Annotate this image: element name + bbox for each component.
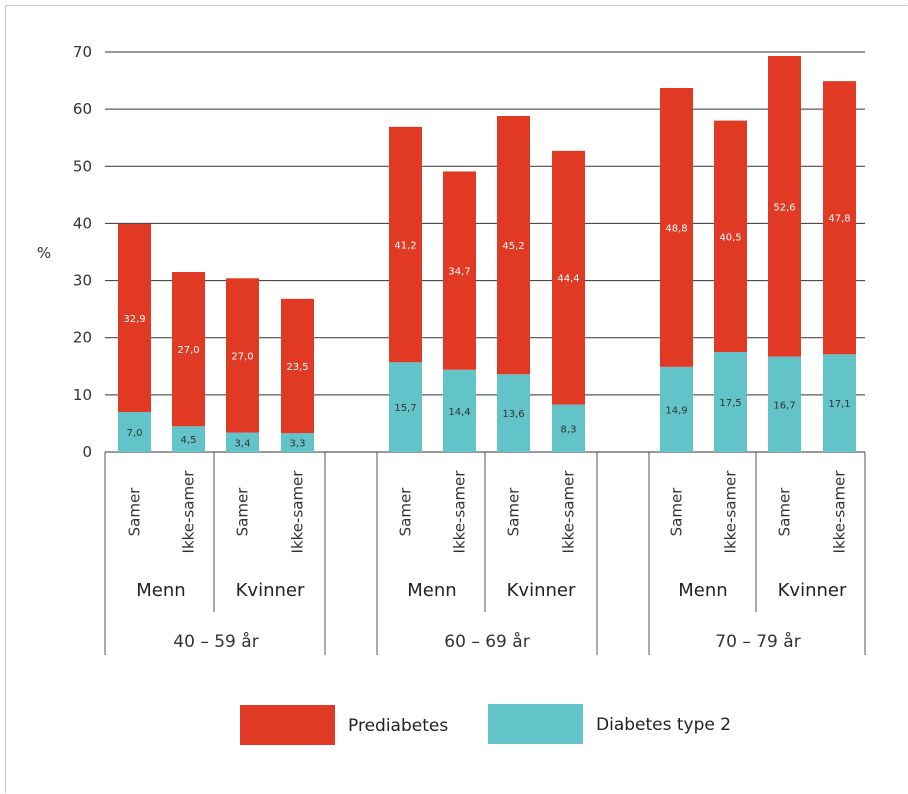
legend-swatch-diabetes — [488, 704, 583, 744]
data-label-diabetes: 15,7 — [394, 403, 416, 414]
category-label: Ikke-samer — [722, 470, 740, 554]
category-label: Samer — [126, 487, 144, 537]
data-label-prediabetes: 45,2 — [502, 241, 524, 252]
bars: 7,0 32,9 4,5 27,0 3,4 27,0 3,3 23,5 15,7 41,2 14,4… — [118, 56, 856, 452]
category-label: Samer — [776, 487, 794, 537]
data-label-prediabetes: 47,8 — [828, 214, 850, 225]
data-label-diabetes: 8,3 — [561, 424, 577, 435]
category-label: Samer — [668, 487, 686, 537]
legend-swatch-prediabetes — [240, 705, 335, 745]
data-label-diabetes: 17,1 — [828, 399, 850, 410]
group-labels: Menn Kvinner 40 – 59 år Menn Kvinner 60 – 69 … — [105, 452, 865, 655]
y-tick-label: 40 — [73, 214, 92, 232]
category-label: Samer — [234, 487, 252, 537]
category-labels: Samer Ikke-samer Samer Ikke-samer Samer Ikke-… — [126, 470, 849, 554]
data-label-prediabetes: 52,6 — [773, 202, 795, 213]
sex-label: Kvinner — [778, 580, 847, 601]
data-label-diabetes: 16,7 — [773, 400, 795, 411]
sex-label: Kvinner — [507, 580, 576, 601]
y-axis-label: % — [37, 244, 51, 262]
data-label-prediabetes: 41,2 — [394, 241, 416, 252]
y-tick-label: 70 — [73, 43, 92, 61]
category-label: Samer — [397, 487, 415, 537]
y-tick-label: 10 — [73, 386, 92, 404]
category-label: Ikke-samer — [560, 470, 578, 554]
sex-label: Kvinner — [236, 580, 305, 601]
data-label-prediabetes: 23,5 — [286, 362, 308, 373]
category-label: Ikke-samer — [831, 470, 849, 554]
category-label: Samer — [505, 487, 523, 537]
age-group-label: 40 – 59 år — [173, 631, 258, 652]
data-label-prediabetes: 34,7 — [448, 267, 470, 278]
data-label-prediabetes: 44,4 — [557, 274, 579, 285]
data-label-diabetes: 14,4 — [448, 407, 470, 418]
category-label: Ikke-samer — [180, 470, 198, 554]
y-tick-label: 60 — [73, 100, 92, 118]
data-label-prediabetes: 48,8 — [665, 223, 687, 234]
y-tick-label: 50 — [73, 157, 92, 175]
data-label-diabetes: 3,4 — [235, 438, 251, 449]
age-group-label: 70 – 79 år — [715, 631, 800, 652]
y-tick-label: 20 — [73, 329, 92, 347]
y-axis-ticks: 0 10 20 30 40 50 60 70 — [73, 43, 92, 461]
category-label: Ikke-samer — [451, 470, 469, 554]
data-label-diabetes: 17,5 — [719, 398, 741, 409]
data-label-diabetes: 3,3 — [290, 439, 306, 450]
age-group-label: 60 – 69 år — [444, 631, 529, 652]
data-label-diabetes: 4,5 — [181, 435, 197, 446]
data-label-diabetes: 7,0 — [127, 428, 143, 439]
category-label: Ikke-samer — [289, 470, 307, 554]
data-label-prediabetes: 32,9 — [123, 314, 145, 325]
sex-label: Menn — [136, 580, 185, 601]
y-tick-label: 0 — [82, 443, 92, 461]
data-label-prediabetes: 27,0 — [177, 345, 199, 356]
gridlines — [105, 52, 865, 452]
data-label-diabetes: 14,9 — [665, 405, 687, 416]
data-label-prediabetes: 27,0 — [231, 351, 253, 362]
legend: Prediabetes Diabetes type 2 — [240, 704, 731, 745]
y-tick-label: 30 — [73, 272, 92, 290]
legend-label-prediabetes: Prediabetes — [348, 716, 448, 736]
sex-label: Menn — [407, 580, 456, 601]
data-label-diabetes: 13,6 — [502, 409, 524, 420]
legend-label-diabetes: Diabetes type 2 — [596, 715, 731, 735]
data-label-prediabetes: 40,5 — [719, 232, 741, 243]
sex-label: Menn — [678, 580, 727, 601]
